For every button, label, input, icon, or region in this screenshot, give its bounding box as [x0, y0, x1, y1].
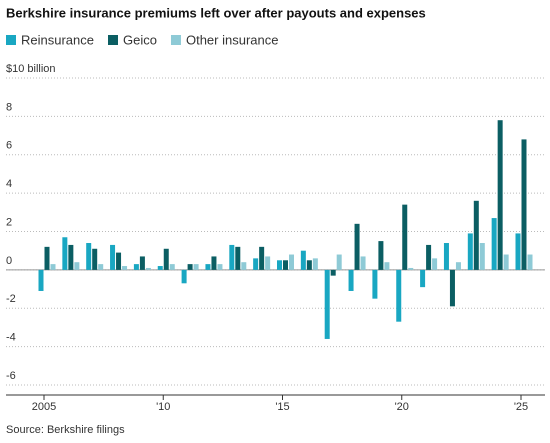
bar: [50, 264, 56, 270]
legend-swatch: [108, 35, 118, 45]
bar: [277, 260, 282, 270]
bar: [86, 243, 92, 270]
y-tick-label: 8: [6, 101, 12, 113]
bar: [527, 254, 533, 270]
legend-label: Geico: [123, 32, 157, 47]
bar: [259, 246, 265, 270]
bar: [169, 264, 175, 270]
y-tick-label: -4: [6, 332, 16, 344]
bar: [372, 269, 378, 299]
x-tick-label: '25: [514, 401, 528, 413]
bar: [354, 223, 360, 270]
bar: [38, 269, 44, 291]
bar: [384, 262, 390, 270]
bar: [521, 139, 527, 270]
bar: [426, 244, 432, 270]
legend-label: Other insurance: [186, 32, 279, 47]
bar: [467, 233, 473, 270]
y-tick-label: 2: [6, 216, 12, 228]
bar: [181, 269, 187, 284]
bar: [139, 256, 145, 270]
bar: [360, 256, 366, 270]
bar: [187, 264, 193, 270]
bar: [378, 241, 384, 270]
bar: [497, 120, 503, 270]
bar: [265, 256, 271, 270]
bar: [163, 248, 169, 270]
bar: [449, 269, 455, 307]
bar: [122, 266, 128, 270]
bar: [283, 260, 288, 270]
bar: [193, 264, 199, 270]
bar: [211, 256, 217, 270]
x-tick-label: '10: [156, 401, 170, 413]
bar: [491, 218, 497, 270]
legend-label: Reinsurance: [21, 32, 94, 47]
bar: [312, 258, 318, 270]
bar: [98, 264, 104, 270]
bar: [396, 269, 402, 322]
y-tick-label: 4: [6, 178, 12, 190]
bar: [110, 244, 116, 270]
bar: [235, 246, 241, 270]
bar: [217, 264, 223, 270]
bar: [68, 244, 74, 270]
bar: [289, 254, 294, 270]
bar: [205, 264, 211, 270]
bar: [330, 269, 336, 276]
x-tick-label: '20: [395, 401, 409, 413]
bar: [145, 267, 151, 270]
bar: [432, 258, 438, 270]
bar: [74, 262, 80, 270]
bar: [336, 254, 342, 270]
y-tick-label: -6: [6, 370, 16, 382]
bar: [473, 200, 479, 270]
bar: [133, 264, 139, 270]
chart-title: Berkshire insurance premiums left over a…: [6, 5, 426, 20]
bar: [306, 260, 312, 270]
x-tick-label: '15: [275, 401, 289, 413]
legend-swatch: [170, 35, 181, 45]
bar: [420, 269, 426, 288]
bar: [300, 250, 306, 270]
bar: [402, 204, 408, 270]
bar: [253, 258, 259, 270]
bar: [92, 248, 98, 270]
bar: [443, 243, 449, 270]
y-tick-label: 0: [6, 255, 12, 267]
bar: [241, 262, 247, 270]
bar: [157, 266, 163, 270]
legend-swatch: [6, 35, 16, 45]
bar: [116, 252, 122, 270]
bar: [503, 254, 509, 270]
y-tick-label: $10 billion: [6, 63, 56, 75]
y-tick-label: -2: [6, 293, 16, 305]
bar: [408, 267, 414, 270]
bar: [479, 243, 485, 270]
x-tick-label: 2005: [32, 401, 56, 413]
bar: [44, 246, 50, 270]
bar: [348, 269, 354, 291]
bar: [62, 237, 68, 270]
y-tick-label: 6: [6, 140, 12, 152]
bar: [455, 262, 461, 270]
bar: [324, 269, 330, 339]
bar: [515, 233, 521, 270]
source-note: Source: Berkshire filings: [6, 424, 125, 436]
bar: [229, 244, 235, 270]
